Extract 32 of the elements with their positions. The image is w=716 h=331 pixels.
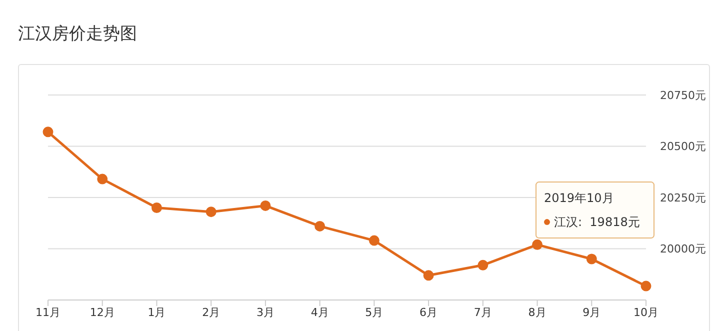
y-tick-label: 20000元 [660,242,706,256]
point [260,200,271,211]
tooltip-box: 2019年10月 江汉: 19818元 [536,182,654,239]
chart-title: 江汉房价走势图 [18,23,137,45]
point [478,260,488,270]
point [151,202,162,213]
point [97,174,108,184]
x-tick-label: 3月 [256,306,274,319]
x-tick-label: 12月 [90,306,115,319]
x-tick-label: 9月 [582,306,601,319]
annotation: 江汉: 19818元 [554,215,640,230]
x-tick-label: 10月 [634,306,658,319]
point [640,280,652,292]
x-tick-label: 4月 [310,306,329,319]
point [314,220,326,232]
point [368,235,380,246]
x-tick-label: 1月 [148,306,166,319]
x-tick-label: 7月 [474,306,492,319]
x-tick-label: 11月 [36,306,60,319]
y-tick-label: 20250元 [660,191,706,204]
x-tick-label: 2月 [202,306,220,319]
y-tick-label: 20750元 [660,88,706,102]
point [586,254,597,264]
y-tick-label: 20500元 [660,140,706,154]
point [423,270,434,281]
point [532,239,543,250]
x-tick-label: 5月 [365,306,384,319]
point [206,206,216,218]
annotation: 2019年10月 [544,191,614,206]
x-tick-label: 6月 [420,306,438,319]
x-tick-label: 8月 [528,306,546,319]
point [42,126,54,138]
